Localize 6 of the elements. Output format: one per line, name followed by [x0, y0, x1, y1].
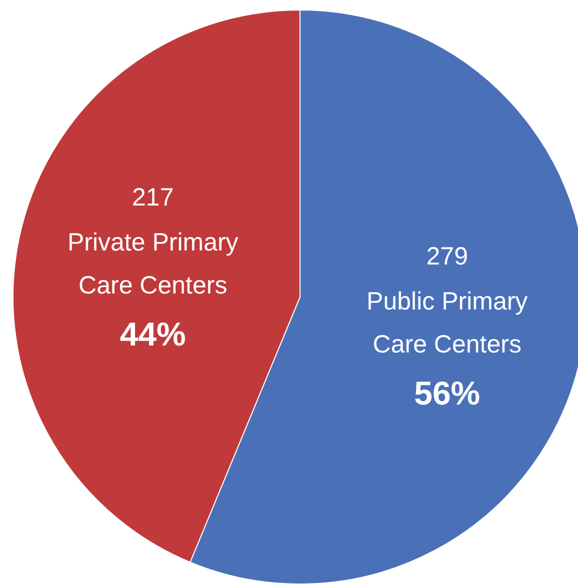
text: 44%	[120, 316, 186, 353]
data-label: 279	[426, 242, 468, 270]
slice-label: Public Primary Care Centers	[366, 287, 528, 358]
slice-label: Private Primary Care Centers	[67, 228, 239, 300]
text: 56%	[414, 374, 480, 412]
data-label: 217	[132, 184, 174, 212]
